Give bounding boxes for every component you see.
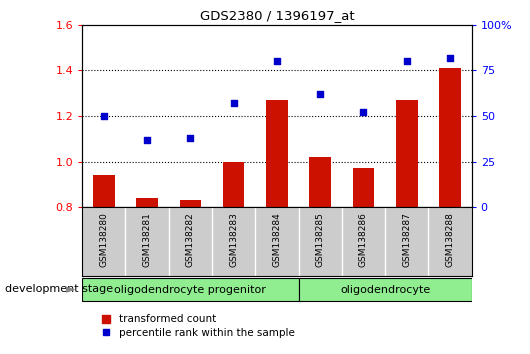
Bar [352, 169, 374, 207]
Bar [82, 278, 298, 301]
Text: GSM138286: GSM138286 [359, 213, 368, 268]
Text: GSM138283: GSM138283 [229, 213, 238, 268]
Text: GSM138285: GSM138285 [316, 213, 325, 268]
Text: GSM138280: GSM138280 [99, 213, 108, 268]
Point [272, 58, 281, 64]
Legend: transformed count, percentile rank within the sample: transformed count, percentile rank withi… [98, 310, 299, 342]
Bar [180, 200, 201, 207]
Text: GSM138288: GSM138288 [446, 213, 455, 268]
Text: GSM138281: GSM138281 [143, 213, 152, 268]
Text: GSM138287: GSM138287 [402, 213, 411, 268]
Point [446, 55, 454, 61]
Bar [223, 161, 244, 207]
Bar [310, 157, 331, 207]
Text: development stage: development stage [5, 284, 113, 295]
Point [403, 58, 411, 64]
Text: oligodendrocyte: oligodendrocyte [340, 285, 430, 295]
Bar [93, 175, 114, 207]
Point [186, 135, 195, 141]
Bar [396, 100, 418, 207]
Text: GSM138284: GSM138284 [272, 213, 281, 267]
Bar [439, 68, 461, 207]
Bar [298, 278, 472, 301]
Point [316, 91, 324, 97]
Point [359, 109, 368, 115]
Text: oligodendrocyte progenitor: oligodendrocyte progenitor [114, 285, 266, 295]
Title: GDS2380 / 1396197_at: GDS2380 / 1396197_at [200, 9, 354, 22]
Bar [266, 100, 288, 207]
Text: GSM138282: GSM138282 [186, 213, 195, 267]
Point [143, 137, 152, 142]
Point [229, 100, 238, 106]
Text: ►: ► [66, 283, 76, 296]
Bar [136, 198, 158, 207]
Point [100, 113, 108, 119]
